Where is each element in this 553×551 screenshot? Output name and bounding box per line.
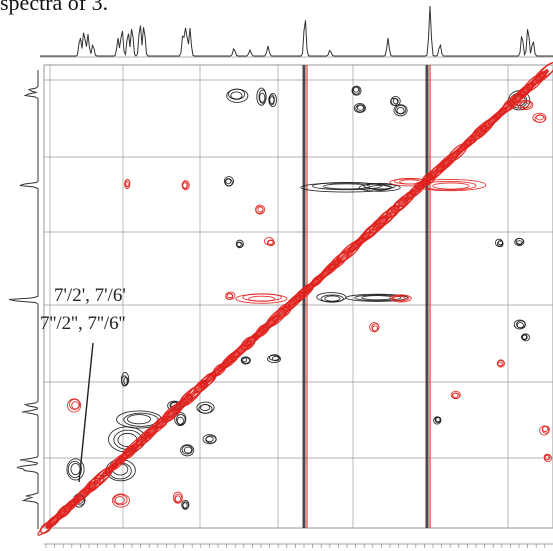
cross-peak xyxy=(542,425,549,433)
cross-peak xyxy=(182,502,188,509)
cross-peak xyxy=(312,182,382,191)
cross-peak xyxy=(124,181,129,188)
cross-peak xyxy=(183,446,193,454)
cross-peak xyxy=(353,103,366,114)
cross-peak xyxy=(69,398,81,410)
cross-peak xyxy=(497,361,503,367)
cross-peak xyxy=(230,91,243,100)
cross-peak xyxy=(71,401,80,410)
cross-peak xyxy=(414,179,487,192)
cross-peak xyxy=(258,89,267,104)
cross-peak xyxy=(351,85,362,96)
cross-peak xyxy=(516,322,524,329)
cross-peak xyxy=(174,495,181,503)
top-spectrum-trace xyxy=(40,5,553,57)
left-projection-spectrum xyxy=(8,70,39,529)
cross-peak xyxy=(320,294,344,303)
cross-peak xyxy=(434,416,442,424)
cross-peak xyxy=(242,293,282,302)
cross-peak xyxy=(392,98,399,105)
cross-peak xyxy=(517,99,534,110)
cross-peak xyxy=(354,294,402,302)
cross-peak xyxy=(432,182,470,190)
annotation-label-1: 7'/2', 7'/6' xyxy=(54,285,126,306)
cross-peak xyxy=(66,458,85,481)
cross-peak xyxy=(396,107,405,115)
cross-peak xyxy=(255,204,266,215)
annotation-pointer xyxy=(78,342,94,483)
cross-peak xyxy=(200,404,211,412)
cross-peak xyxy=(268,94,275,106)
cross-peak xyxy=(521,333,528,341)
cross-peak xyxy=(267,240,274,246)
cross-peak xyxy=(535,114,544,121)
cross-peak xyxy=(205,436,214,443)
cross-peak xyxy=(121,375,128,387)
cross-peak xyxy=(114,496,125,505)
left-spectrum-trace xyxy=(8,70,39,529)
top-projection-spectrum xyxy=(40,5,553,58)
annotation-label-2: 7''/2'', 7''/6'' xyxy=(40,313,126,334)
cross-peak xyxy=(182,182,188,189)
cross-peak xyxy=(268,92,277,108)
cross-peak xyxy=(70,462,81,476)
cross-peak xyxy=(393,104,408,117)
cross-peak xyxy=(180,444,195,457)
cross-peak xyxy=(181,444,193,455)
vertical-artifact-lines xyxy=(302,65,431,528)
cross-peak xyxy=(126,414,152,425)
cross-peak xyxy=(267,354,282,363)
cross-peak xyxy=(356,104,365,111)
cross-peak xyxy=(494,238,504,247)
plot-grid xyxy=(43,64,553,529)
cross-peak xyxy=(248,295,276,302)
cross-peak xyxy=(67,460,82,479)
cross-peak xyxy=(176,416,184,425)
cross-peak xyxy=(322,183,370,190)
cross-peak xyxy=(390,96,401,107)
diagonal-peaks xyxy=(37,61,553,536)
cross-peak xyxy=(345,293,408,302)
cross-peak xyxy=(452,392,459,398)
cross-peak xyxy=(435,417,441,423)
cross-peak xyxy=(266,239,275,247)
cross-peak xyxy=(225,178,232,185)
cross-peak xyxy=(181,181,189,190)
cross-peak xyxy=(544,455,550,461)
cross-peak xyxy=(368,185,391,191)
cross-peak xyxy=(353,86,360,93)
cross-peak xyxy=(390,97,399,106)
cross-peak xyxy=(358,183,401,192)
cross-peak xyxy=(371,325,379,332)
diagonal-ridge xyxy=(44,68,550,530)
cross-peak xyxy=(363,182,396,190)
cross-peak xyxy=(174,411,187,427)
cross-peak xyxy=(235,239,244,248)
cross-peak xyxy=(259,92,266,103)
cross-peak xyxy=(225,293,234,300)
cross-peak xyxy=(497,240,504,246)
cross-peak xyxy=(271,356,280,362)
cross-peak xyxy=(241,357,248,363)
cross-peak xyxy=(516,240,523,246)
figure-caption: spectra of 3. xyxy=(0,0,109,15)
cross-peak xyxy=(515,237,524,245)
cross-peak xyxy=(174,493,183,504)
plot-frame xyxy=(43,64,553,529)
cross-peak xyxy=(226,292,234,299)
cross-peak xyxy=(111,493,130,508)
cross-peak xyxy=(113,494,128,506)
cross-peak xyxy=(393,295,406,302)
cross-peak xyxy=(519,100,532,109)
cross-peak xyxy=(236,241,242,248)
cross-peak xyxy=(257,206,264,213)
cross-peak xyxy=(521,334,528,340)
x-axis-ticks xyxy=(44,543,553,548)
cross-peak xyxy=(269,96,275,105)
cross-peak xyxy=(361,295,394,301)
cross-peak xyxy=(324,295,341,302)
cross-peak xyxy=(519,101,529,109)
cross-peak xyxy=(123,376,129,385)
